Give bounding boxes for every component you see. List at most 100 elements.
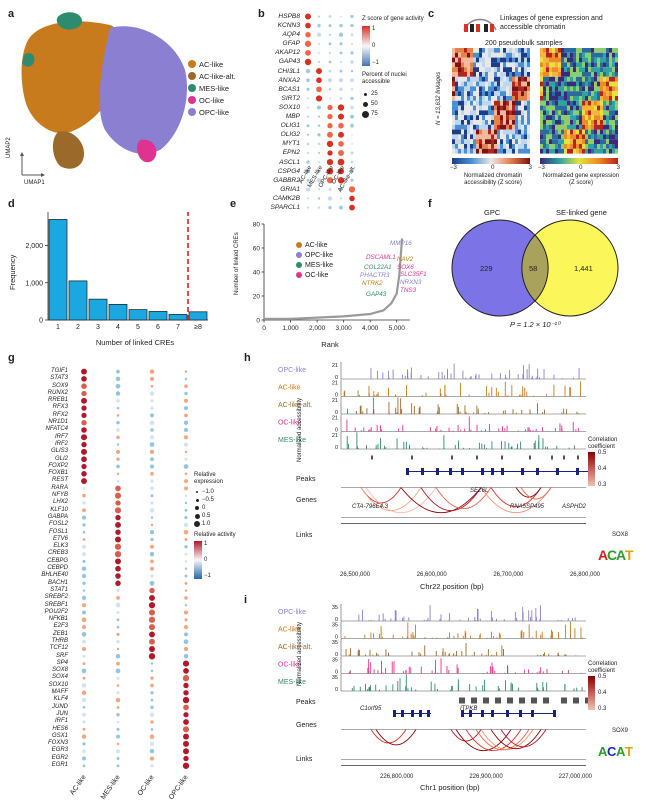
heatmap-cell: [488, 96, 491, 101]
gene-label: OLIG1: [280, 122, 300, 130]
heatmap-cell: [588, 48, 591, 53]
heatmap-cell: [482, 72, 485, 77]
heatmap-cell: [467, 48, 470, 53]
heatmap-cell: [467, 148, 470, 154]
heatmap-cell: [470, 96, 473, 101]
heatmap-cell: [588, 100, 591, 106]
peak-block: [551, 455, 553, 460]
tf-dot: [115, 391, 121, 396]
heatmap-cell: [603, 86, 606, 92]
h-xlabel: Chr22 position (bp): [420, 582, 484, 591]
tf-dot: [82, 676, 86, 680]
tf-label: CREB3: [47, 550, 68, 557]
heatmap-cell: [527, 52, 530, 58]
heatmap-cell: [509, 124, 512, 130]
track-ymin: 0: [335, 687, 338, 693]
heatmap-cell: [470, 144, 473, 149]
heatmap-cell: [464, 120, 467, 125]
gene-exon: [491, 710, 494, 717]
heatmap-cell: [615, 139, 618, 144]
heatmap-cell: [500, 57, 503, 63]
heatmap-cell: [609, 148, 612, 154]
heatmap-cell: [482, 144, 485, 149]
heatmap-cell: [588, 105, 591, 111]
heatmap-cell: [552, 67, 555, 72]
tf-dot: [150, 683, 154, 688]
heatmap-cell: [585, 96, 588, 101]
tf-dot: [116, 749, 120, 754]
panel-c-title: Linkages of gene expression and accessib…: [500, 15, 603, 31]
h-gene-cta: CTA-796E4.3: [352, 504, 388, 510]
tf-dot: [150, 574, 154, 578]
heatmap-cell: [521, 144, 524, 149]
heatmap-cell: [461, 139, 464, 144]
tf-dot: [148, 653, 156, 660]
heatmap-cell: [518, 81, 521, 87]
heatmap-cell: [488, 76, 491, 82]
dotplot-dot: [306, 78, 310, 83]
tf-label: JUND: [52, 703, 68, 710]
expr-tick: 1.0: [202, 521, 211, 527]
venn-right-value: 1,441: [574, 264, 593, 273]
heatmap-cell: [524, 96, 527, 101]
heatmap-cell: [612, 105, 615, 111]
z-tick: −1: [372, 60, 379, 66]
peak-block: [471, 697, 477, 704]
heatmap-cell: [564, 105, 567, 111]
h-corr-bar: [588, 452, 595, 486]
heatmap-cell: [540, 134, 543, 140]
tf-dot: [183, 420, 189, 425]
heatmap-cell: [594, 115, 597, 120]
heatmap-cell: [518, 86, 521, 92]
link-arc: [480, 487, 552, 513]
heatmap-cell: [600, 72, 603, 77]
heatmap-cell: [603, 100, 606, 106]
heatmap-cell: [470, 124, 473, 130]
heatmap-cell: [485, 86, 488, 92]
panel-b-label: b: [258, 8, 265, 20]
heatmap-cell: [585, 67, 588, 72]
heatmap-cell: [573, 139, 576, 144]
heatmap-cell: [600, 110, 603, 116]
heatmap-cell: [455, 81, 458, 87]
link-arc: [400, 487, 482, 513]
heatmap-cell: [506, 57, 509, 63]
heatmap-cell: [600, 57, 603, 63]
heatmap-cell: [591, 100, 594, 106]
heatmap-cell: [615, 134, 618, 140]
heatmap-cell: [452, 124, 455, 130]
heatmap-cell: [473, 76, 476, 82]
gene-label: GAP43: [278, 58, 300, 66]
heatmap-cell: [509, 52, 512, 58]
heatmap-cell: [597, 148, 600, 154]
heatmap-cell: [546, 120, 549, 125]
dotplot-dot: [338, 141, 344, 147]
heatmap-cell: [518, 62, 521, 68]
heatmap-cell: [455, 105, 458, 111]
heatmap-cell: [561, 96, 564, 101]
heatmap-cell: [585, 148, 588, 154]
heatmap-cell: [509, 148, 512, 154]
heatmap-cell: [558, 67, 561, 72]
heatmap-cell: [527, 81, 530, 87]
i-corr-bar: [588, 676, 595, 710]
umap-cluster-ac-alt: [52, 131, 85, 169]
heatmap-cell: [524, 72, 527, 77]
heatmap-cell: [488, 72, 491, 77]
dotplot-dot: [326, 167, 334, 175]
heatmap-cell: [573, 76, 576, 82]
heatmap-cell: [497, 91, 500, 96]
heatmap-cell: [543, 81, 546, 87]
heatmap-cell: [467, 96, 470, 101]
heatmap-cell: [473, 139, 476, 144]
heatmap-cell: [512, 48, 515, 53]
heatmap-cell: [612, 81, 615, 87]
tf-dot: [82, 523, 86, 527]
heatmap-cell: [518, 52, 521, 58]
heatmap-cell: [476, 96, 479, 101]
tf-dot: [116, 625, 120, 629]
pct-tick: 50: [371, 101, 378, 107]
heatmap-cell: [588, 72, 591, 77]
heatmap-cell: [552, 91, 555, 96]
heatmap-cell: [582, 81, 585, 87]
